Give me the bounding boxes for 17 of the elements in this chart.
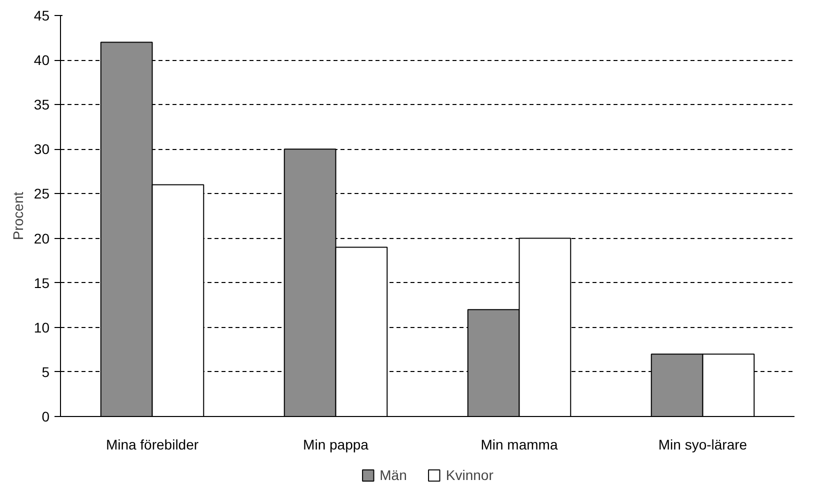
y-axis-title: Procent	[10, 192, 26, 240]
y-tick-label: 15	[34, 274, 50, 291]
y-tick-label: 20	[34, 230, 50, 246]
y-tick-label: 25	[34, 186, 50, 202]
y-tick-label: 40	[34, 52, 50, 68]
y-tick-label: 10	[34, 319, 50, 336]
y-tick-label: 0	[42, 408, 50, 424]
legend-label: Kvinnor	[446, 467, 494, 483]
y-tick-label: 5	[42, 364, 50, 380]
x-tick-label: Mina förebilder	[106, 436, 199, 452]
y-tick-label: 35	[34, 96, 50, 113]
x-tick-label: Min syo-lärare	[658, 436, 748, 452]
x-tick-label: Min pappa	[303, 436, 369, 452]
legend-label: Män	[380, 467, 407, 483]
y-tick-label: 45	[34, 8, 50, 24]
y-tick-label: 30	[34, 141, 50, 158]
x-tick-label: Min mamma	[480, 436, 558, 452]
